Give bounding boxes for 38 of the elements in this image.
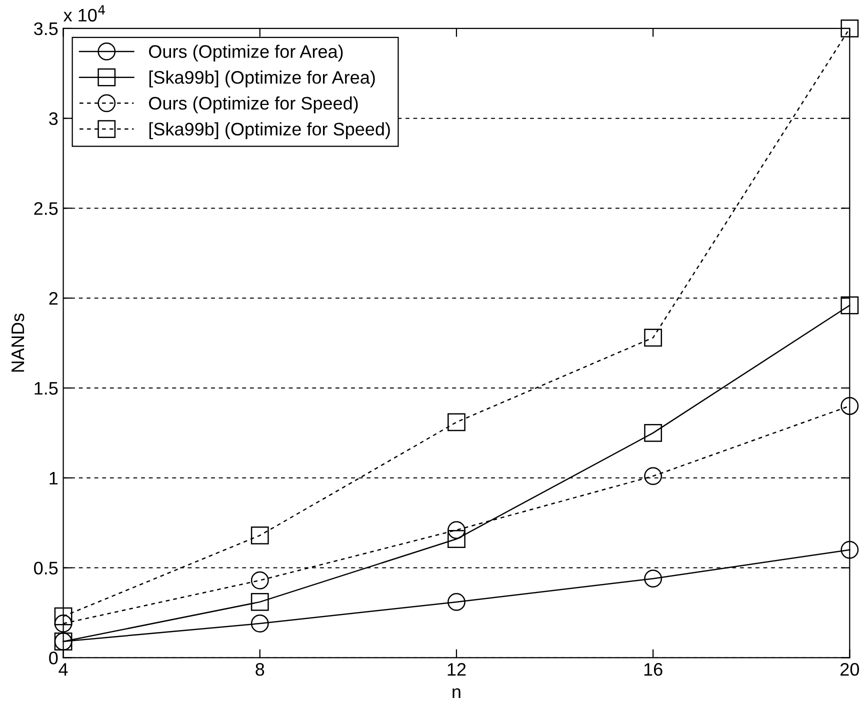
point [644,570,662,588]
legend-label: [Ska99b] (Optimize for Area) [149,70,375,88]
point [54,614,72,632]
y-tick-label: 1.5 [34,382,58,395]
y-tick-label: 2 [49,292,58,305]
y-tick-label: 1 [50,472,58,484]
x-tick-label: 20 [840,663,859,676]
point [54,607,72,626]
point [448,530,466,548]
x-tick-label: 12 [448,663,466,676]
point [448,592,466,611]
legend-label: [Ska99b] (Optimize for Speed) [149,122,390,140]
x-axis-title: n [452,688,460,698]
point [250,614,269,632]
x-tick-label: 16 [644,663,662,676]
legend-label: Ours (Optimize for Area) [149,44,343,62]
point [644,328,662,347]
legend-label: Ours (Optimize for Speed) [149,96,358,114]
point [250,526,269,544]
text: x 10$^{4}$ [63,5,105,22]
point [448,521,466,539]
point [840,296,859,314]
y-tick-label: 0.5 [34,562,58,575]
y-tick-label: 3 [49,112,58,126]
y-tick-label: 3.5 [34,22,58,36]
point [840,19,859,38]
point [644,467,662,486]
point [250,571,269,590]
y-tick-label: 0 [49,652,58,664]
x-tick-label: 4 [58,663,68,676]
point [448,413,466,432]
x-tick-label: 8 [256,663,264,676]
point [840,540,859,559]
y-tick-label: 2.5 [34,202,58,215]
point [644,424,662,442]
point [840,397,859,415]
y-axis-title: NANDs [12,314,24,372]
point [250,592,269,611]
